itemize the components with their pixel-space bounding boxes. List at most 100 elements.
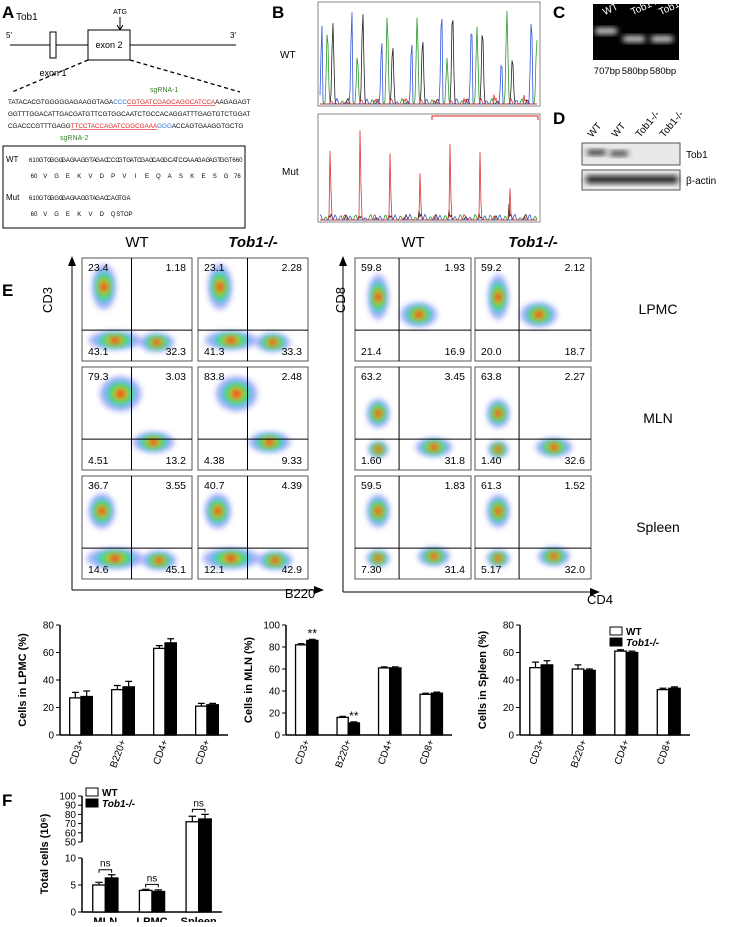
quadrant-value: 3.45 xyxy=(445,371,466,383)
error-bar xyxy=(422,692,430,695)
bar xyxy=(583,669,596,736)
error-bar xyxy=(617,649,624,652)
x-tick-label: LPMC xyxy=(136,916,167,922)
sequence-segment: ACCAGTGAAGGTGCTG xyxy=(172,123,243,130)
density xyxy=(115,389,126,399)
quadrant-value: 32.0 xyxy=(565,564,586,576)
y-tick-label: 80 xyxy=(43,621,55,632)
quadrant-value: 21.4 xyxy=(361,346,382,358)
amino-acid: E xyxy=(66,174,70,180)
axis-label: CD3 xyxy=(40,287,55,313)
x-tick-label: CD4+ xyxy=(613,738,632,766)
axis-label: B220 xyxy=(285,586,315,601)
axis-arrow xyxy=(314,586,324,594)
sequence-segment: CGTGATCGAGCAGGCATCCA xyxy=(127,99,216,106)
significance: ns xyxy=(100,859,111,870)
y-tick-label: 50 xyxy=(65,838,77,849)
quadrant-value: 43.1 xyxy=(88,346,109,358)
y-tick-label: 20 xyxy=(269,709,281,720)
density xyxy=(100,281,108,292)
quadrant-value: 1.40 xyxy=(481,455,502,467)
bar xyxy=(529,666,542,736)
density xyxy=(214,506,222,516)
axis-label: CD4 xyxy=(587,592,613,607)
quadrant-value: 61.3 xyxy=(481,480,502,492)
band-size: 707bp xyxy=(594,66,620,77)
y-tick-label: 60 xyxy=(503,648,515,659)
band-label: β-actin xyxy=(686,176,716,187)
quadrant-value: 4.51 xyxy=(88,455,109,467)
exon-label: exon 1 xyxy=(39,68,66,78)
codon: TCC xyxy=(175,158,188,164)
zoom-line xyxy=(129,59,241,93)
axis-arrow xyxy=(590,588,600,596)
quadrant-value: 14.6 xyxy=(88,564,109,576)
error-bar xyxy=(201,813,209,819)
y-tick-label: 10 xyxy=(65,854,77,865)
legend-swatch xyxy=(85,787,99,797)
quadrant-value: 45.1 xyxy=(166,564,187,576)
alignment-box xyxy=(2,145,246,229)
lane-label: Tob1-/- xyxy=(658,109,686,140)
bar xyxy=(111,688,124,736)
x-tick-label: CD4+ xyxy=(376,738,395,766)
amino-acid: 60 xyxy=(31,174,38,180)
error-bar xyxy=(154,889,163,892)
sequence-line: GGTTTGGACATTGACGATGTTCGTGGCAATCTGCCACAGG… xyxy=(8,111,250,118)
trace xyxy=(320,94,537,105)
panel-label: A xyxy=(2,3,14,22)
density xyxy=(374,409,382,418)
error-bar xyxy=(197,702,205,707)
column-header: WT xyxy=(125,234,148,251)
density xyxy=(264,438,275,446)
density xyxy=(216,281,224,292)
x-tick-label: CD8+ xyxy=(418,738,437,766)
quadrant-value: 2.28 xyxy=(282,262,303,274)
density xyxy=(225,337,237,344)
density xyxy=(374,555,382,562)
error-bar xyxy=(391,666,399,668)
three-prime: 3' xyxy=(230,31,236,40)
codon: GAC xyxy=(95,196,109,202)
amino-acid: S xyxy=(213,174,217,180)
codon: AAG xyxy=(73,196,86,202)
sequence-segment: GGG xyxy=(157,123,172,130)
y-tick-label: 0 xyxy=(508,731,514,742)
x-tick-label: CD3+ xyxy=(293,738,312,766)
chromatogram-frame xyxy=(317,1,541,107)
quadrant-value: 1.93 xyxy=(445,262,466,274)
legend-label: WT xyxy=(102,788,118,799)
significance: ns xyxy=(193,798,204,809)
panel-label: C xyxy=(553,3,565,22)
trace xyxy=(319,12,537,105)
codon: GCA xyxy=(163,158,176,164)
amino-acid: V xyxy=(43,174,47,180)
codon: AAG xyxy=(73,158,86,164)
error-bar xyxy=(113,684,121,690)
alignment-label: Mut xyxy=(6,193,20,202)
column-header: Tob1-/- xyxy=(228,234,277,251)
y-tick-label: 60 xyxy=(65,828,77,839)
quadrant-value: 4.38 xyxy=(204,455,225,467)
quadrant-value: 13.2 xyxy=(166,455,187,467)
quadrant-value: 59.2 xyxy=(481,262,502,274)
quadrant-value: 1.60 xyxy=(361,455,382,467)
sequence-segment: CGACCCGTTTGAGG xyxy=(8,123,71,130)
y-axis-title: Cells in MLN (%) xyxy=(243,637,255,724)
sequence-line: CGACCCGTTTGAGGTTCCTACCAGATCGGCGAAAGGGACC… xyxy=(8,123,243,130)
band-label: Tob1 xyxy=(686,150,708,161)
column-header: WT xyxy=(401,234,424,251)
quadrant-value: 1.83 xyxy=(445,480,466,492)
y-tick-label: 0 xyxy=(274,731,280,742)
codon: GTG xyxy=(39,158,52,164)
quadrant-value: 1.52 xyxy=(565,480,586,492)
panel-label: D xyxy=(553,109,565,128)
sequence-segment: CCC xyxy=(113,99,127,106)
amino-acid: D xyxy=(100,174,105,180)
amino-acid: V xyxy=(43,212,47,218)
quadrant-value: 32.3 xyxy=(166,346,187,358)
quadrant-value: 79.3 xyxy=(88,371,109,383)
mutation-bracket xyxy=(431,115,539,120)
bar xyxy=(151,890,166,913)
quadrant-value: 63.2 xyxy=(361,371,382,383)
